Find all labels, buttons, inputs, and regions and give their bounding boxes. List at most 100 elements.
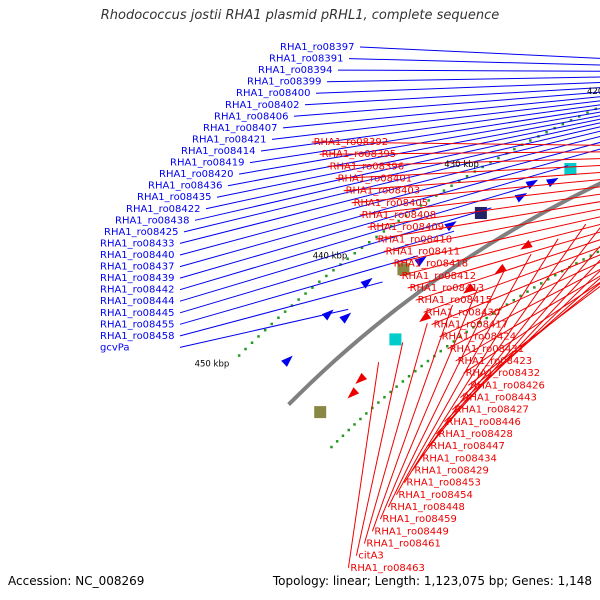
gene-label[interactable]: RHA1_ro08449 (374, 526, 449, 537)
leader-line (455, 275, 600, 362)
gene-label[interactable]: RHA1_ro08443 (462, 393, 537, 404)
leader-line (395, 253, 532, 496)
gene-label[interactable]: RHA1_ro08446 (446, 417, 521, 428)
tick-mark (283, 310, 287, 313)
gene-label[interactable]: RHA1_ro08418 (394, 259, 469, 270)
gene-label[interactable]: RHA1_ro08448 (390, 502, 465, 513)
gene-label[interactable]: RHA1_ro08438 (115, 215, 190, 226)
tick-mark (561, 269, 564, 273)
gene-label[interactable]: RHA1_ro08415 (418, 295, 493, 306)
gene-label[interactable]: RHA1_ro08417 (434, 320, 509, 331)
gene-label[interactable]: RHA1_ro08440 (100, 250, 175, 261)
gene-label[interactable]: RHA1_ro08412 (402, 271, 477, 282)
gene-label[interactable]: RHA1_ro08392 (314, 137, 389, 148)
leader-line (355, 342, 404, 556)
gene-label[interactable]: RHA1_ro08430 (426, 307, 501, 318)
gene-label[interactable]: RHA1_ro08439 (100, 273, 175, 284)
gene-label[interactable]: RHA1_ro08445 (100, 308, 175, 319)
tick-mark (465, 330, 468, 334)
gene-label[interactable]: RHA1_ro08422 (126, 204, 201, 215)
gene-label[interactable]: RHA1_ro08402 (225, 100, 300, 111)
tick-mark (297, 298, 300, 301)
gene-label[interactable]: RHA1_ro08427 (454, 405, 529, 416)
gene-label[interactable]: RHA1_ro08429 (414, 466, 489, 477)
tick-mark (435, 194, 438, 197)
leader-line (216, 118, 600, 198)
gene-label[interactable]: RHA1_ro08406 (214, 111, 289, 122)
gene-label[interactable]: RHA1_ro08401 (338, 174, 413, 185)
gene-label[interactable]: RHA1_ro08423 (458, 356, 532, 367)
tick-mark (533, 286, 536, 289)
tick-mark (389, 390, 392, 394)
tick-mark (459, 335, 462, 338)
kbp-label: 450 kbp (195, 360, 230, 370)
leader-line (431, 254, 600, 325)
leader-line (194, 126, 600, 221)
tick-mark (481, 165, 484, 169)
gene-label[interactable]: RHA1_ro08436 (148, 181, 223, 192)
gene-label[interactable]: RHA1_ro08463 (350, 563, 425, 574)
gene-label[interactable]: RHA1_ro08458 (100, 331, 175, 342)
gene-label[interactable]: RHA1_ro08400 (236, 88, 311, 99)
gene-label[interactable]: RHA1_ro08405 (354, 198, 429, 209)
tick-mark (347, 428, 350, 432)
gene-label[interactable]: RHA1_ro08394 (258, 65, 333, 76)
tick-mark (596, 250, 600, 254)
gene-label[interactable]: RHA1_ro08410 (378, 234, 453, 245)
leader-line (227, 115, 600, 187)
leader-line (399, 223, 600, 277)
gene-label[interactable]: RHA1_ro08437 (100, 262, 175, 273)
gene-label[interactable]: RHA1_ro08426 (470, 380, 545, 391)
gene-label[interactable]: RHA1_ro08447 (430, 441, 505, 452)
gene-label[interactable]: RHA1_ro08397 (280, 42, 355, 53)
gene-label[interactable]: RHA1_ro08459 (382, 514, 457, 525)
gene-label[interactable]: RHA1_ro08444 (100, 296, 175, 307)
leader-line (351, 179, 600, 204)
gene-label[interactable]: RHA1_ro08428 (438, 429, 513, 440)
tick-mark (427, 199, 430, 202)
tick-mark (359, 417, 362, 421)
gene-label[interactable]: RHA1_ro08431 (450, 344, 524, 355)
gene-label[interactable]: RHA1_ro08413 (410, 283, 485, 294)
gene-label[interactable]: RHA1_ro08454 (398, 490, 473, 501)
gene-label[interactable]: RHA1_ro08407 (203, 123, 278, 134)
reverse-gene-arrow (463, 283, 476, 294)
gene-label[interactable]: RHA1_ro08432 (466, 368, 540, 379)
gene-label[interactable]: RHA1_ro08391 (269, 54, 344, 65)
tick-mark (452, 340, 455, 343)
gene-label[interactable]: RHA1_ro08442 (100, 285, 175, 296)
gene-label[interactable]: RHA1_ro08411 (386, 247, 461, 258)
tick-mark (377, 401, 380, 404)
tick-mark (341, 434, 345, 437)
leader-line (375, 201, 600, 240)
gene-label[interactable]: RHA1_ro08419 (170, 158, 245, 169)
gene-label[interactable]: RHA1_ro08409 (370, 222, 445, 233)
gene-label[interactable]: RHA1_ro08453 (406, 478, 481, 489)
gene-label[interactable]: RHA1_ro08414 (181, 146, 256, 157)
gene-label[interactable]: RHA1_ro08399 (247, 77, 322, 88)
gene-label[interactable]: RHA1_ro08461 (366, 539, 441, 550)
gene-label[interactable]: gcvPa (100, 342, 129, 353)
leader-line (387, 270, 505, 508)
gene-label[interactable]: RHA1_ro08435 (137, 192, 212, 203)
leader-line (423, 246, 600, 313)
gene-label[interactable]: RHA1_ro08403 (346, 186, 421, 197)
feature-box (397, 263, 410, 276)
gene-label[interactable]: citA3 (358, 551, 383, 562)
tick-mark (472, 326, 475, 329)
leader-line (439, 261, 600, 338)
gene-label[interactable]: RHA1_ro08424 (442, 332, 516, 343)
gene-label[interactable]: RHA1_ro08425 (104, 227, 179, 238)
gene-label[interactable]: RHA1_ro08396 (330, 161, 405, 172)
gene-label[interactable]: RHA1_ro08395 (322, 149, 397, 160)
gene-label[interactable]: RHA1_ro08408 (362, 210, 437, 221)
gene-label[interactable]: RHA1_ro08421 (192, 134, 267, 145)
leader-line (447, 268, 600, 350)
gene-label[interactable]: RHA1_ro08420 (159, 169, 234, 180)
gene-label[interactable]: RHA1_ro08433 (100, 238, 175, 249)
tick-mark (335, 440, 339, 443)
gene-label[interactable]: RHA1_ro08455 (100, 319, 175, 330)
leader-line (179, 207, 492, 302)
tick-mark (578, 115, 581, 118)
gene-label[interactable]: RHA1_ro08434 (422, 453, 497, 464)
